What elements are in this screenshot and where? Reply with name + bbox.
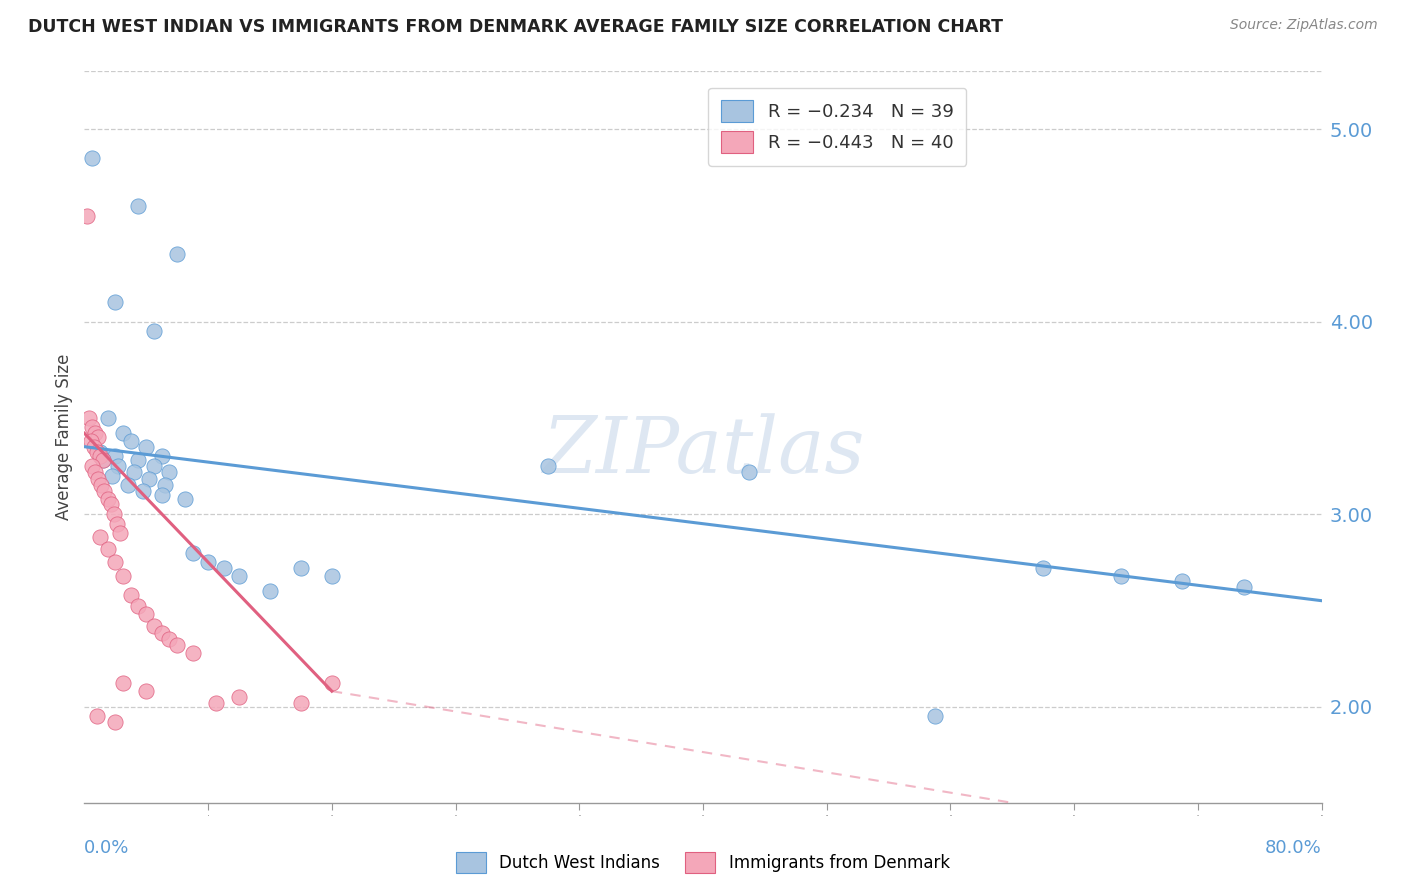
- Point: [91, 453, 114, 467]
- Point: [120, 434, 142, 448]
- Point: [79, 434, 101, 448]
- Point: [197, 555, 219, 569]
- Point: [82, 458, 104, 473]
- Point: [83, 440, 105, 454]
- Point: [143, 324, 166, 338]
- Point: [86, 709, 108, 723]
- Point: [159, 632, 181, 647]
- Point: [103, 507, 125, 521]
- Point: [93, 483, 115, 498]
- Point: [143, 458, 166, 473]
- Point: [100, 498, 122, 512]
- Point: [132, 483, 155, 498]
- Point: [135, 440, 157, 454]
- Point: [150, 488, 173, 502]
- Point: [128, 599, 150, 614]
- Point: [1109, 568, 1132, 582]
- Point: [738, 465, 761, 479]
- Point: [1233, 580, 1256, 594]
- Point: [104, 450, 127, 464]
- Legend: Dutch West Indians, Immigrants from Denmark: Dutch West Indians, Immigrants from Denm…: [450, 846, 956, 880]
- Point: [112, 426, 135, 441]
- Text: Source: ZipAtlas.com: Source: ZipAtlas.com: [1230, 18, 1378, 32]
- Point: [321, 676, 343, 690]
- Point: [181, 646, 204, 660]
- Point: [101, 468, 124, 483]
- Point: [228, 690, 250, 704]
- Point: [104, 555, 127, 569]
- Point: [117, 478, 139, 492]
- Point: [290, 561, 312, 575]
- Point: [89, 445, 111, 459]
- Point: [138, 472, 160, 486]
- Point: [259, 584, 281, 599]
- Point: [537, 458, 560, 473]
- Point: [82, 151, 104, 165]
- Point: [108, 526, 131, 541]
- Point: [159, 465, 181, 479]
- Point: [924, 709, 946, 723]
- Point: [90, 478, 112, 492]
- Point: [76, 209, 98, 223]
- Text: DUTCH WEST INDIAN VS IMMIGRANTS FROM DENMARK AVERAGE FAMILY SIZE CORRELATION CHA: DUTCH WEST INDIAN VS IMMIGRANTS FROM DEN…: [28, 18, 1002, 36]
- Point: [1171, 574, 1194, 589]
- Legend: R = −0.234   N = 39, R = −0.443   N = 40: R = −0.234 N = 39, R = −0.443 N = 40: [709, 87, 966, 166]
- Point: [89, 450, 111, 464]
- Point: [166, 638, 188, 652]
- Text: 80.0%: 80.0%: [1265, 839, 1322, 857]
- Point: [87, 472, 110, 486]
- Text: ZIPatlas: ZIPatlas: [541, 414, 865, 490]
- Point: [97, 541, 120, 556]
- Point: [228, 568, 250, 582]
- Point: [128, 453, 150, 467]
- Point: [321, 568, 343, 582]
- Point: [84, 426, 107, 441]
- Point: [104, 714, 127, 729]
- Point: [135, 607, 157, 622]
- Point: [77, 410, 100, 425]
- Point: [174, 491, 197, 506]
- Point: [105, 516, 128, 531]
- Point: [143, 618, 166, 632]
- Point: [150, 626, 173, 640]
- Point: [290, 696, 312, 710]
- Point: [86, 445, 108, 459]
- Point: [104, 295, 127, 310]
- Point: [89, 530, 111, 544]
- Point: [112, 568, 135, 582]
- Point: [97, 491, 120, 506]
- Point: [150, 450, 173, 464]
- Point: [112, 676, 135, 690]
- Point: [97, 410, 120, 425]
- Point: [120, 588, 142, 602]
- Point: [128, 199, 150, 213]
- Point: [122, 465, 145, 479]
- Point: [91, 453, 114, 467]
- Point: [84, 465, 107, 479]
- Text: 0.0%: 0.0%: [84, 839, 129, 857]
- Point: [181, 545, 204, 559]
- Y-axis label: Average Family Size: Average Family Size: [55, 354, 73, 520]
- Point: [82, 420, 104, 434]
- Point: [205, 696, 228, 710]
- Point: [212, 561, 235, 575]
- Point: [107, 458, 129, 473]
- Point: [87, 430, 110, 444]
- Point: [135, 684, 157, 698]
- Point: [153, 478, 176, 492]
- Point: [166, 247, 188, 261]
- Point: [1032, 561, 1054, 575]
